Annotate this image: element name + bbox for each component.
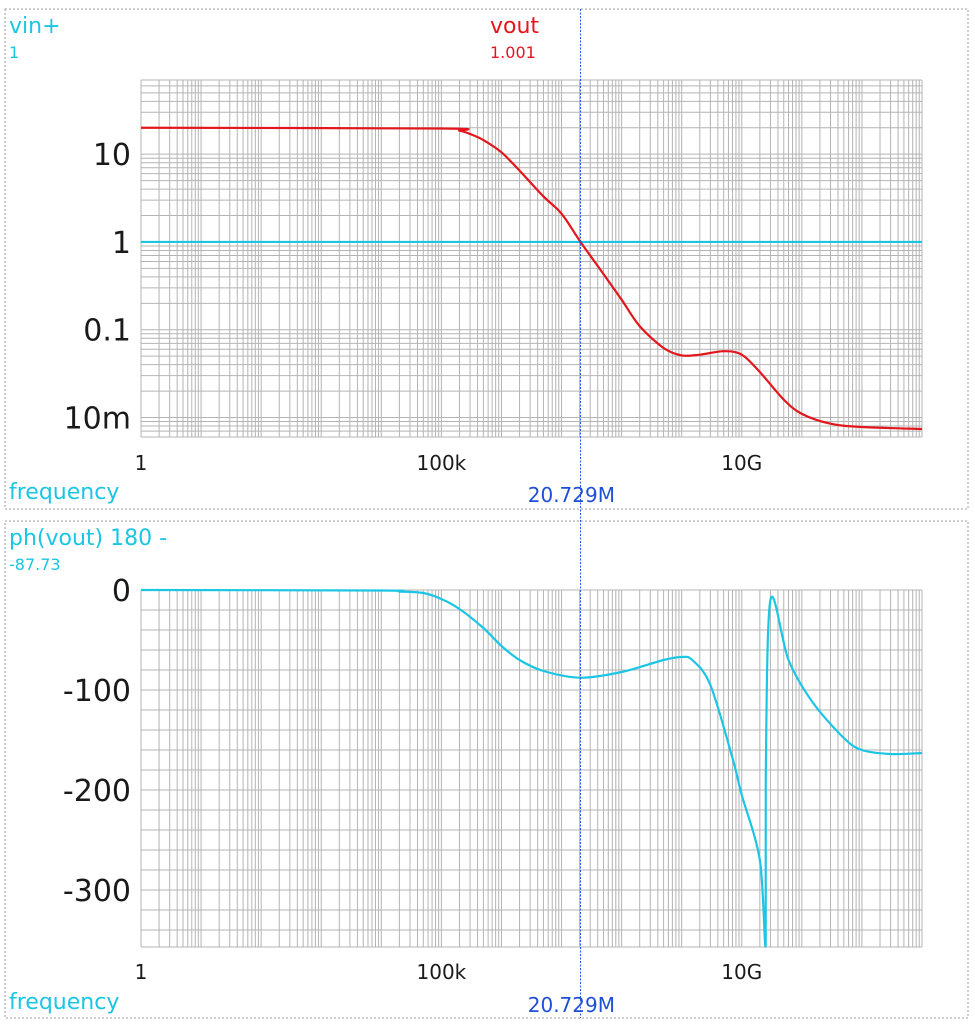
phase-grid: [140, 589, 923, 948]
x-tick-label: 10G: [721, 451, 762, 475]
magnitude-grid: [140, 79, 923, 438]
series-label-vout: vout: [490, 14, 539, 39]
x-tick-label: 1: [135, 960, 148, 984]
y-tick-label: -100: [63, 674, 131, 709]
x-axis-label-phase: frequency: [9, 990, 119, 1015]
y-tick-label: 0.1: [83, 314, 131, 349]
cursor-readout-magnitude: 20.729M: [528, 483, 615, 507]
series-value-vout: 1.001: [490, 43, 536, 62]
x-tick-label: 100k: [417, 451, 467, 475]
series-value-phase: -87.73: [9, 555, 61, 574]
y-tick-label: 10: [93, 138, 131, 173]
y-tick-label: 0: [112, 574, 131, 609]
series-line-phase: [140, 588, 923, 948]
series-label-phase: ph(vout) 180 -: [9, 526, 167, 551]
y-tick-label: 1: [112, 226, 131, 261]
series-line-vout: [140, 126, 923, 431]
y-tick-label: 10m: [64, 402, 131, 437]
phase-pane-frame: [4, 520, 969, 1019]
y-tick-label: -200: [63, 774, 131, 809]
phase-traces: [140, 588, 923, 948]
cursor-readout-phase: 20.729M: [528, 993, 615, 1017]
magnitude-tick-labels: 1 100k 10G 10 1 0.1 10m: [64, 138, 763, 475]
magnitude-traces: [140, 126, 923, 431]
phase-tick-labels: 1 100k 10G 0 -100 -200 -300: [63, 574, 762, 984]
x-tick-label: 10G: [721, 960, 762, 984]
x-tick-label: 100k: [417, 960, 467, 984]
y-tick-label: -300: [63, 874, 131, 909]
series-label-vin: vin+: [9, 14, 61, 39]
series-value-vin: 1: [9, 43, 19, 62]
x-tick-label: 1: [135, 451, 148, 475]
x-axis-label-magnitude: frequency: [9, 480, 119, 505]
magnitude-pane-frame: [4, 8, 969, 510]
